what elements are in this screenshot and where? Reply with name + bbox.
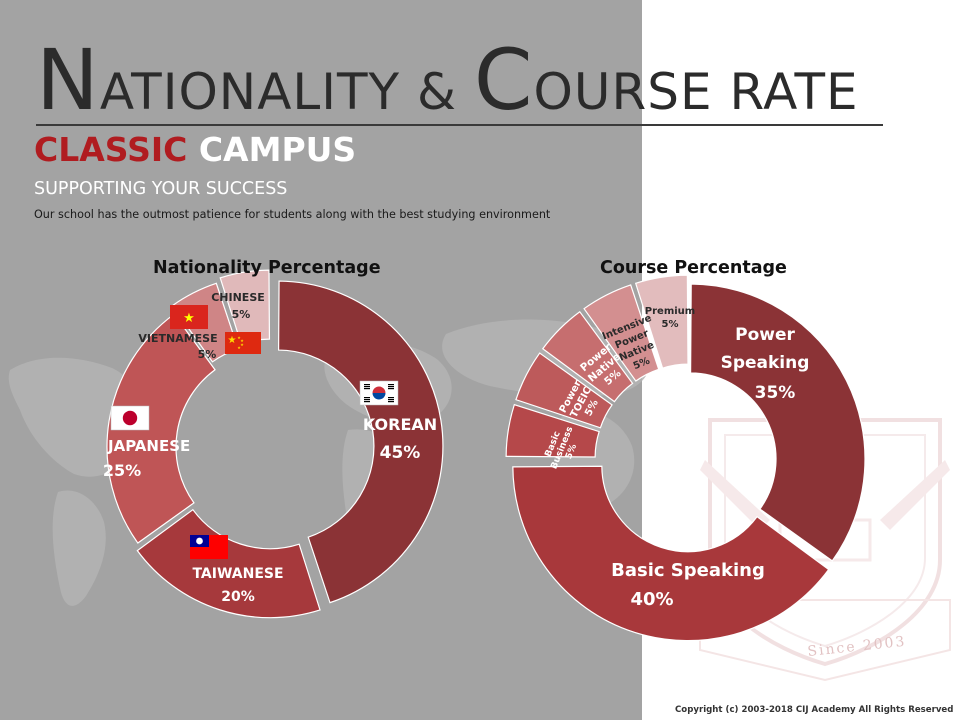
slice-label-text: TAIWANESE: [192, 566, 283, 582]
slice-value-label: 40%: [630, 589, 673, 610]
slice-power-toeic: [515, 352, 613, 429]
slice-intensive-power-native: [583, 284, 660, 382]
title-underline: [36, 124, 883, 126]
china-flag-icon: ★ ★★★★: [225, 332, 261, 354]
slice-value-label: 5%: [232, 308, 251, 321]
slice-label-japanese: JAPANESE 25%: [103, 437, 190, 480]
slice-japanese: [106, 313, 216, 544]
slice-value-label: 5%: [198, 348, 217, 361]
chart-title: Nationality Percentage: [153, 258, 381, 278]
slice-label-text: CHINESE: [211, 291, 265, 304]
slice-label-basic-speaking: Basic Speaking 40%: [611, 560, 765, 610]
svg-text:★: ★: [183, 311, 195, 326]
slice-value-label: 25%: [103, 461, 141, 480]
title-rest-1: ATIONALITY &: [99, 63, 474, 121]
slice-basic-business: [505, 403, 600, 458]
title-cap-2: C: [473, 31, 534, 129]
slice-label-korean: KOREAN 45%: [363, 415, 437, 463]
slice-label-text: Basic Speaking: [611, 560, 765, 581]
slice-label-taiwanese: TAIWANESE 20%: [192, 566, 283, 605]
slice-label-chinese: CHINESE 5%: [211, 291, 265, 321]
page-title: NATIONALITY & COURSE RATE: [36, 38, 859, 122]
slice-label-power-speaking: Power Speaking 35%: [721, 325, 810, 403]
slice-value-label: 45%: [380, 443, 421, 463]
svg-text:★: ★: [228, 335, 237, 346]
donut-chart-nationality-percentage: Nationality Percentage KOREAN 45% TAIWANESE…: [103, 258, 444, 619]
slice-label-text: Speaking: [721, 353, 810, 373]
slice-label-text: JAPANESE: [107, 437, 190, 455]
svg-text:★: ★: [240, 342, 244, 347]
slice-premium: [634, 274, 689, 369]
korea-flag-icon: [359, 380, 399, 406]
title-cap-1: N: [36, 31, 100, 129]
slice-value-label: 35%: [755, 383, 796, 403]
slice-basic-speaking: [512, 465, 830, 642]
japan-flag-icon: [110, 405, 150, 431]
slice-label-text: Power: [735, 325, 795, 345]
chart-title: Course Percentage: [600, 258, 787, 278]
taiwan-flag-icon: [190, 535, 228, 559]
slice-value-label: 5%: [662, 319, 679, 330]
svg-text:★: ★: [240, 338, 244, 343]
slice-label-text: VIETNAMESE: [138, 332, 217, 345]
description: Our school has the outmost patience for …: [34, 208, 551, 221]
slice-taiwanese: [136, 508, 321, 619]
slice-power-native: [541, 310, 634, 403]
campus-heading-red: CLASSIC: [34, 130, 188, 169]
vietnam-flag-icon: ★: [170, 305, 208, 329]
slice-power-speaking: [689, 283, 866, 562]
svg-text:★: ★: [237, 345, 241, 350]
slice-value-label: 20%: [221, 589, 255, 605]
slice-label-text: Premium: [645, 306, 695, 317]
slice-korean: [277, 280, 444, 604]
campus-heading: CLASSIC CAMPUS: [34, 130, 356, 169]
svg-text:★: ★: [237, 335, 241, 340]
campus-heading-white: CAMPUS: [198, 130, 357, 169]
copyright-text: Copyright (c) 2003-2018 CIJ Academy All …: [675, 705, 953, 715]
slice-label-premium: Premium 5%: [645, 306, 695, 330]
donut-chart-course-percentage: Course Percentage Power Speaking 35% Basic S…: [505, 258, 866, 642]
tagline: SUPPORTING YOUR SUCCESS: [34, 179, 288, 199]
slice-label-vietnamese: VIETNAMESE 5%: [138, 332, 217, 361]
slice-label-text: KOREAN: [363, 415, 437, 434]
title-rest-2: OURSE RATE: [533, 63, 859, 121]
